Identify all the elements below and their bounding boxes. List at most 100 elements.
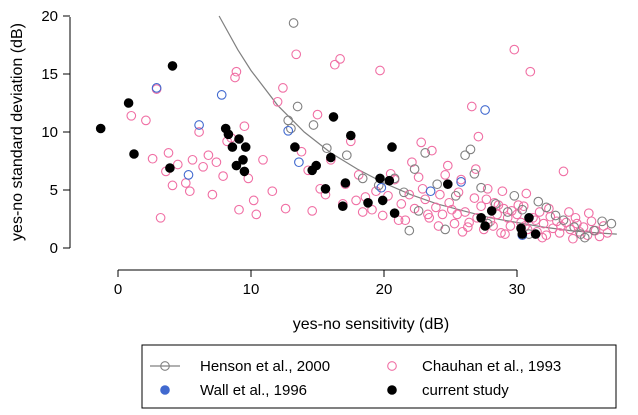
data-point — [183, 170, 194, 180]
data-point — [525, 66, 536, 77]
data-point — [435, 189, 445, 200]
data-point — [509, 44, 520, 55]
data-point — [207, 189, 218, 200]
legend-label: current study — [422, 382, 509, 399]
data-point — [248, 195, 259, 206]
data-point — [420, 194, 431, 205]
y-tick-label: 15 — [41, 66, 58, 83]
legend-marker — [387, 361, 397, 371]
data-point — [123, 98, 134, 108]
data-point — [239, 121, 250, 132]
data-point — [312, 109, 323, 120]
fit-curve — [218, 15, 617, 235]
data-point — [440, 170, 451, 180]
data-point — [517, 229, 528, 239]
data-point — [239, 166, 250, 177]
data-point — [230, 72, 240, 83]
data-point — [231, 160, 242, 171]
data-point — [294, 157, 304, 168]
data-point — [570, 212, 581, 223]
data-point — [377, 210, 388, 221]
legend-label: Henson et al., 2000 — [200, 358, 330, 375]
data-point — [363, 198, 373, 208]
data-point — [141, 115, 151, 126]
data-point — [393, 215, 404, 226]
data-point — [433, 221, 444, 231]
data-point — [234, 204, 244, 215]
data-point — [280, 203, 291, 214]
data-point — [258, 154, 268, 165]
data-point — [231, 66, 242, 77]
data-point — [485, 216, 496, 227]
data-point — [470, 164, 481, 174]
data-point — [466, 101, 477, 112]
data-point — [500, 229, 510, 239]
data-point — [606, 218, 617, 229]
data-point — [417, 183, 428, 194]
data-point — [216, 90, 227, 100]
data-point — [375, 65, 385, 76]
data-point — [583, 208, 594, 219]
data-point — [291, 49, 302, 60]
data-point — [594, 231, 605, 242]
data-point — [184, 186, 195, 197]
data-point — [582, 230, 593, 241]
data-point — [267, 186, 278, 197]
data-point — [521, 188, 532, 199]
data-point — [497, 186, 508, 197]
data-point — [476, 182, 486, 193]
data-point — [218, 171, 228, 181]
data-point — [272, 96, 283, 107]
data-point — [203, 150, 214, 161]
data-point — [155, 212, 166, 223]
data-point — [187, 154, 198, 165]
data-point — [194, 127, 204, 137]
data-point — [469, 168, 480, 179]
data-point — [286, 123, 296, 134]
x-axis-title: yes-no sensitivity (dB) — [293, 316, 450, 333]
data-point — [413, 206, 424, 216]
data-point — [450, 190, 461, 201]
data-point — [399, 187, 409, 198]
data-point — [569, 222, 580, 232]
legend-marker — [387, 385, 397, 395]
legend-marker — [160, 361, 170, 371]
legend-box — [141, 344, 617, 409]
data-point — [443, 179, 453, 189]
data-point — [163, 148, 174, 158]
data-point — [452, 209, 463, 220]
data-point — [453, 187, 464, 198]
data-point — [172, 159, 183, 170]
data-point — [404, 189, 415, 200]
data-point — [238, 155, 248, 165]
data-point — [509, 190, 520, 201]
data-point — [126, 110, 137, 121]
x-tick-label: 20 — [376, 281, 393, 298]
y-axis-ticks: 0 5 10 15 20 — [41, 8, 70, 257]
data-point — [534, 207, 545, 217]
data-point — [95, 123, 106, 134]
data-point — [165, 163, 175, 173]
data-points-layer — [95, 18, 617, 244]
data-point — [329, 59, 340, 70]
data-point — [460, 150, 470, 161]
y-tick-label: 0 — [50, 240, 58, 257]
data-point — [167, 61, 178, 71]
data-point — [335, 54, 345, 64]
x-tick-label: 30 — [509, 281, 526, 298]
data-point — [338, 201, 348, 211]
data-point — [481, 194, 492, 205]
data-point — [346, 130, 356, 141]
data-point — [357, 173, 368, 184]
data-point — [409, 164, 420, 174]
data-point — [437, 209, 448, 220]
data-point — [296, 146, 307, 157]
data-point — [449, 218, 460, 229]
series-1 — [151, 83, 528, 241]
data-point — [234, 134, 244, 144]
data-point — [320, 184, 331, 194]
data-point — [457, 226, 468, 237]
data-point — [506, 206, 517, 216]
data-point — [558, 166, 569, 177]
data-point — [198, 161, 208, 172]
